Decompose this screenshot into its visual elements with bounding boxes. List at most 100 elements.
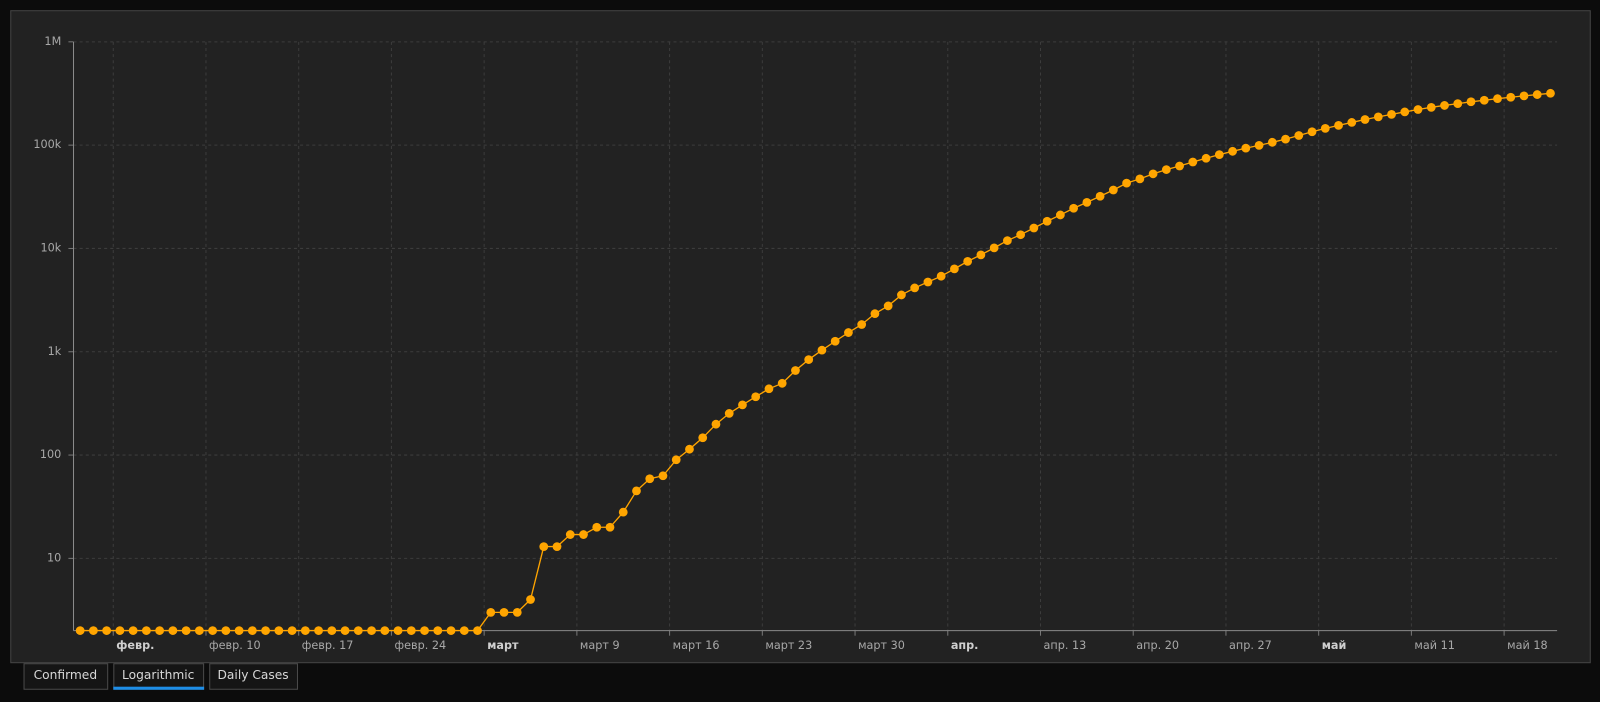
tab-button[interactable]: Daily Cases: [209, 663, 298, 690]
data-point: [433, 626, 443, 635]
data-line: [80, 92, 1551, 632]
data-point: [327, 626, 337, 635]
tab-label: Confirmed: [34, 668, 98, 682]
data-point: [1506, 92, 1516, 102]
data-point: [526, 595, 535, 604]
data-point: [1228, 146, 1237, 156]
x-tick-label: февр. 24: [394, 639, 446, 652]
data-point: [1214, 150, 1224, 160]
data-point: [777, 378, 787, 388]
data-point: [247, 626, 257, 635]
x-tick-label: март 23: [765, 639, 812, 652]
y-tick-label: 1M: [44, 35, 61, 48]
data-point: [1400, 107, 1410, 117]
x-tick-label: март: [487, 639, 519, 652]
data-point: [234, 626, 244, 635]
data-point: [1347, 118, 1357, 127]
data-point: [1069, 203, 1079, 213]
y-tick-label: 10k: [40, 241, 61, 254]
data-point: [685, 444, 694, 454]
data-point: [632, 486, 641, 496]
data-point: [764, 384, 774, 394]
data-point: [963, 256, 973, 266]
data-point: [1254, 141, 1264, 150]
data-point: [658, 471, 668, 481]
data-point: [1440, 101, 1449, 110]
data-point: [486, 607, 496, 617]
data-point: [1281, 134, 1290, 144]
data-point: [274, 626, 284, 635]
data-point: [791, 366, 800, 375]
data-point: [1387, 109, 1396, 119]
data-point: [512, 607, 522, 617]
data-point: [989, 243, 999, 253]
tab-box: [209, 663, 298, 690]
data-point: [1373, 112, 1383, 122]
data-point: [804, 355, 814, 364]
x-tick-label: апр.: [951, 639, 979, 652]
data-point: [1453, 99, 1463, 109]
data-point: [89, 626, 98, 635]
data-point: [1532, 90, 1542, 99]
data-point: [1055, 210, 1065, 220]
data-point: [552, 542, 562, 551]
data-point: [1082, 197, 1092, 207]
data-point: [168, 626, 178, 635]
y-tick-label: 100k: [33, 138, 61, 151]
data-point: [1294, 131, 1304, 140]
data-point: [340, 626, 350, 635]
x-tick-label: май 11: [1414, 639, 1454, 652]
x-tick-label: апр. 13: [1044, 639, 1087, 652]
tab-button[interactable]: Logarithmic: [113, 663, 205, 690]
data-point: [1029, 223, 1039, 233]
data-point: [1493, 94, 1502, 104]
data-point: [1546, 88, 1555, 98]
data-point: [473, 626, 482, 635]
tab-button[interactable]: Confirmed: [23, 663, 109, 690]
data-point: [261, 626, 270, 635]
data-point: [1135, 174, 1145, 184]
data-point: [194, 626, 204, 635]
data-point: [923, 277, 933, 287]
x-tick-label: февр. 10: [209, 639, 261, 652]
data-point: [897, 290, 906, 300]
data-point: [1122, 178, 1131, 188]
data-point: [1466, 97, 1476, 107]
tab-active-indicator: [113, 686, 205, 690]
data-point: [128, 626, 138, 635]
data-point: [1334, 120, 1343, 130]
data-point: [910, 283, 920, 293]
data-point: [155, 626, 165, 635]
x-tick-label: апр. 27: [1229, 639, 1272, 652]
data-point: [499, 607, 509, 617]
data-point: [1267, 137, 1277, 147]
data-point: [287, 626, 297, 635]
tab-box: [23, 663, 109, 690]
data-point: [420, 626, 429, 635]
data-point: [857, 320, 867, 329]
data-point: [870, 309, 880, 319]
data-point: [1042, 216, 1052, 226]
data-point: [1108, 185, 1118, 195]
data-point: [1241, 143, 1251, 153]
data-point: [353, 626, 363, 635]
data-point: [883, 301, 893, 311]
data-point: [1479, 95, 1489, 105]
x-tick-label: март 16: [673, 639, 720, 652]
data-point: [181, 626, 191, 635]
data-point: [592, 522, 602, 532]
x-tick-label: апр. 20: [1136, 639, 1179, 652]
x-tick-label: май 18: [1507, 639, 1547, 652]
data-point: [1413, 105, 1423, 114]
data-point: [724, 409, 734, 418]
data-point: [1188, 157, 1198, 167]
data-point: [605, 522, 615, 532]
data-point: [830, 336, 840, 346]
data-point: [950, 264, 959, 274]
data-point: [75, 626, 85, 635]
data-point: [115, 626, 125, 635]
data-point: [221, 626, 231, 635]
data-point: [141, 626, 151, 635]
data-point: [738, 400, 747, 410]
